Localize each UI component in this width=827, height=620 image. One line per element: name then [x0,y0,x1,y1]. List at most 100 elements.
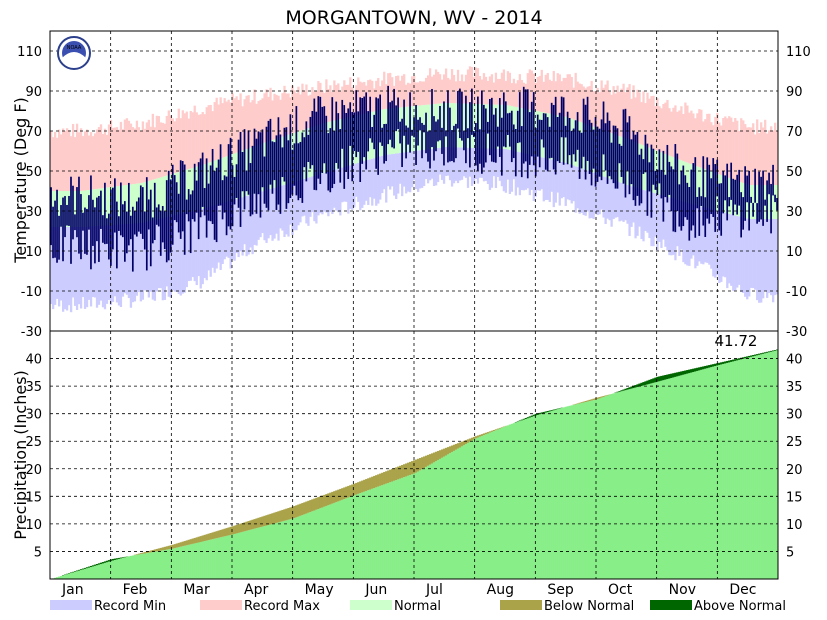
record-max-bar [93,133,97,190]
observed-temperature-bar [722,170,725,214]
record-min-bar [746,218,749,300]
record-min-bar [632,186,635,223]
precip-normal-bar [301,515,304,579]
record-min-bar [395,153,398,199]
observed-temperature-bar [714,164,717,232]
record-min-bar [313,175,316,222]
record-max-bar [101,133,105,189]
record-min-bar [223,202,226,260]
record-max-bar [432,74,436,105]
record-min-bar [119,224,123,307]
record-max-bar [662,103,665,154]
observed-temperature-bar [399,121,401,144]
record-max-bar [696,113,699,167]
normal-range-bar [101,188,105,226]
record-min-bar [201,209,204,285]
precip-tick-label: 10 [25,518,42,533]
record-min-bar [600,175,603,210]
temperature-tick-label: 90 [786,85,803,100]
observed-temperature-bar [161,206,164,243]
record-max-bar [606,80,609,132]
observed-temperature-bar [102,215,104,243]
record-max-bar [428,68,432,105]
record-max-bar [534,82,537,111]
record-min-bar [764,219,767,291]
precip-normal-bar [718,364,721,579]
record-max-bar [149,126,153,181]
precip-normal-bar [257,527,260,579]
precip-above-normal-bar [646,380,649,385]
record-max-bar [750,127,753,185]
legend-swatch [200,600,242,610]
precip-below-normal-bar [175,543,178,548]
record-min-bar [766,219,769,298]
record-min-bar [690,203,693,259]
record-min-bar [251,194,254,255]
precip-normal-bar [153,551,157,579]
record-min-bar [596,174,599,216]
record-max-bar [129,123,133,185]
record-min-bar [576,166,579,209]
observed-temperature-bar [469,102,471,168]
record-max-bar [536,77,539,112]
observed-temperature-bar [159,210,162,256]
normal-range-bar [696,166,699,206]
record-min-bar [391,154,394,187]
record-max-bar [482,73,486,105]
observed-temperature-bar [64,196,66,238]
record-min-bar [454,147,458,181]
precip-normal-bar [193,543,196,579]
precip-normal-bar [123,557,127,579]
normal-range-bar [772,185,775,219]
precip-below-normal-bar [327,493,330,506]
record-max-bar [474,67,478,105]
precip-below-normal-bar [418,458,422,471]
normal-range-bar [688,163,691,204]
precip-above-normal-bar [121,557,125,558]
precip-normal-bar [478,436,482,579]
precip-normal-bar [381,485,384,579]
record-max-bar [199,114,202,166]
precip-below-normal-bar [351,484,354,497]
precip-normal-bar [177,547,180,579]
record-max-bar [472,77,476,104]
record-max-bar [678,110,681,160]
record-max-bar [127,120,131,185]
record-min-bar [75,227,79,310]
observed-temperature-bar [487,121,489,134]
observed-temperature-bar [704,197,707,237]
precip-normal-bar [317,508,320,579]
precip-normal-bar [600,397,603,579]
record-max-bar [570,76,573,119]
precip-normal-bar [544,412,547,579]
observed-temperature-bar [397,97,399,130]
record-min-bar [652,192,655,247]
record-max-bar [205,107,208,164]
observed-temperature-bar [550,102,553,158]
record-min-bar [730,214,733,286]
precip-normal-bar [526,418,529,579]
precip-normal-bar [612,393,615,579]
record-min-bar [696,205,699,266]
precip-normal-bar [436,460,440,579]
precip-normal-bar [179,546,182,579]
precip-below-normal-bar [207,533,210,541]
record-min-bar [65,227,69,311]
record-max-bar [716,112,719,174]
record-min-bar [456,147,460,184]
observed-temperature-bar [526,89,529,179]
month-label: Jun [364,582,387,598]
precip-below-normal-bar [283,509,286,521]
precip-normal-bar [446,454,450,579]
precip-above-normal-bar [620,390,623,392]
observed-temperature-bar [692,163,695,226]
precip-above-normal-bar [674,372,677,377]
precip-above-normal-bar [542,411,545,414]
observed-temperature-bar [598,128,601,177]
record-min-bar [758,219,761,303]
normal-range-bar [85,190,89,227]
precip-below-normal-bar [347,485,350,498]
record-max-bar [728,116,731,178]
record-max-bar [343,80,346,119]
record-max-bar [548,79,551,114]
